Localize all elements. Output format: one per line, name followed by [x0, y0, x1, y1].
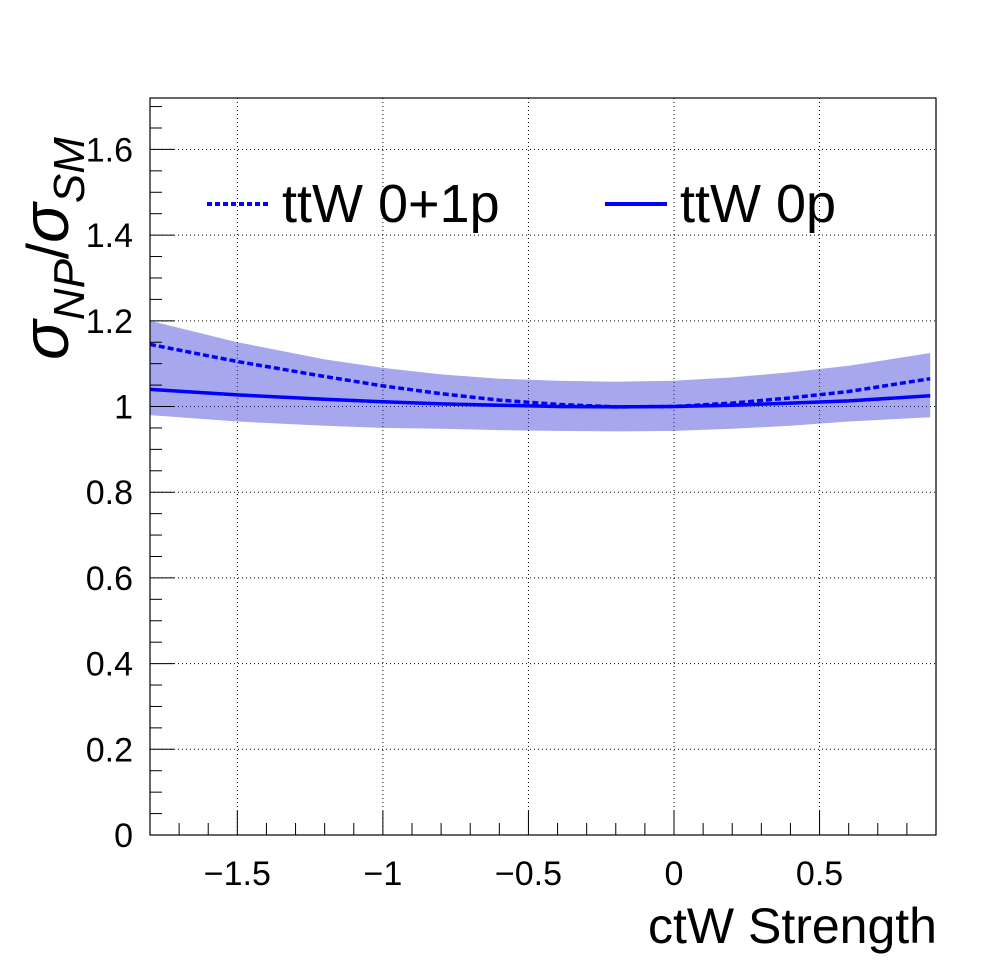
y-axis-sigma: σ [8, 318, 82, 360]
x-tick-label: −0.5 [495, 855, 562, 893]
y-tick-label: 0 [114, 817, 133, 855]
y-tick-label: 1.4 [86, 217, 133, 255]
x-tick-label: −1.5 [204, 855, 271, 893]
y-tick-label: 1.2 [86, 303, 133, 341]
y-axis-slash: / [16, 242, 81, 259]
y-axis-sigma-denominator: σ [8, 201, 82, 243]
series-line-ttw-0p [149, 387, 931, 409]
y-tick-labels: 0 0.2 0.4 0.6 0.8 1 1.2 1.4 1.6 [86, 131, 133, 855]
x-tick-label: −1 [364, 855, 403, 893]
legend-label-ttw-0p: ttW 0p [680, 174, 836, 234]
y-axis-subscript-np: NP [45, 258, 94, 320]
tick-marks [149, 106, 937, 836]
y-axis-subscript-sm: SM [45, 137, 94, 203]
x-axis-title: ctW Strength [648, 898, 937, 954]
svg-text:σNP/σSM: σNP/σSM [8, 137, 94, 360]
y-tick-label: 0.8 [86, 474, 133, 512]
y-tick-label: 1.6 [86, 131, 133, 169]
series-lines [149, 342, 931, 409]
y-tick-label: 0.4 [86, 646, 133, 684]
x-tick-label: 0.5 [796, 855, 843, 893]
legend-label-ttw-0p1p: ttW 0+1p [282, 174, 500, 234]
x-tick-label: 0 [665, 855, 684, 893]
x-tick-labels: −1.5 −1 −0.5 0 0.5 [204, 855, 843, 893]
plot-frame [149, 97, 937, 836]
y-tick-label: 1 [114, 389, 133, 427]
legend: ttW 0+1p ttW 0p [207, 174, 836, 234]
y-axis-title: σNP/σSM [8, 137, 94, 360]
y-tick-label: 0.6 [86, 560, 133, 598]
y-tick-label: 0.2 [86, 731, 133, 769]
